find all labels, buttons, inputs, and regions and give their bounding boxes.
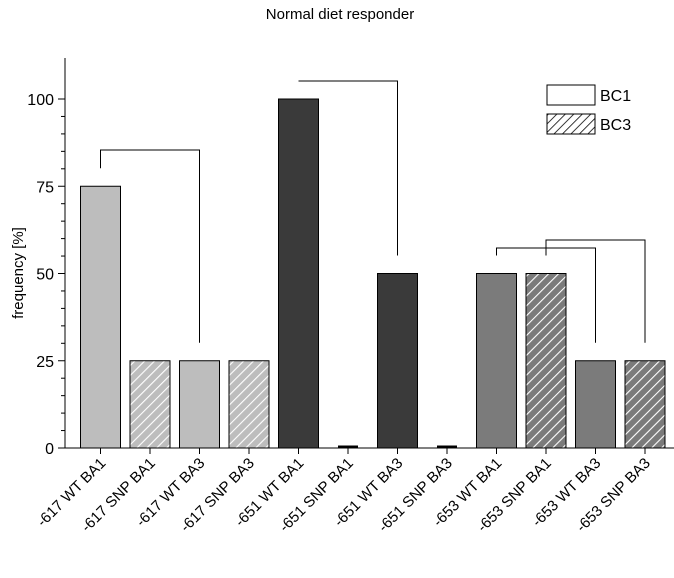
y-tick-label: 100 xyxy=(27,92,54,109)
y-axis-label: frequency [%] xyxy=(10,227,27,319)
y-tick-label: 75 xyxy=(36,179,54,196)
bar xyxy=(278,98,319,449)
bar xyxy=(80,185,121,449)
x-axis: -617 WT BA1-617 SNP BA1-617 WT BA3-617 S… xyxy=(34,447,674,536)
legend-label-bc3: BC3 xyxy=(600,117,631,134)
bar xyxy=(575,360,616,449)
legend-label-bc1: BC1 xyxy=(600,88,631,105)
bar xyxy=(377,273,418,449)
y-tick-label: 50 xyxy=(36,267,54,284)
legend-swatch-bc3 xyxy=(546,113,596,135)
legend-swatch-bc1 xyxy=(546,84,596,106)
y-axis: 0 25 50 75 100 xyxy=(27,58,66,458)
legend: BC1 BC3 xyxy=(546,84,631,135)
y-tick-label: 25 xyxy=(36,354,54,371)
bar xyxy=(476,273,517,449)
comparison-brackets xyxy=(100,80,646,343)
bar xyxy=(228,360,270,449)
bar xyxy=(179,360,220,449)
bar xyxy=(624,360,666,449)
bar xyxy=(525,273,567,449)
bars xyxy=(80,98,666,449)
comparison-bracket xyxy=(298,80,398,256)
chart-title: Normal diet responder xyxy=(266,6,414,23)
bar xyxy=(338,445,358,448)
comparison-bracket xyxy=(100,149,200,343)
bar xyxy=(437,445,457,448)
bar xyxy=(129,360,171,449)
y-tick-label: 0 xyxy=(45,441,54,458)
comparison-bracket xyxy=(545,239,646,343)
